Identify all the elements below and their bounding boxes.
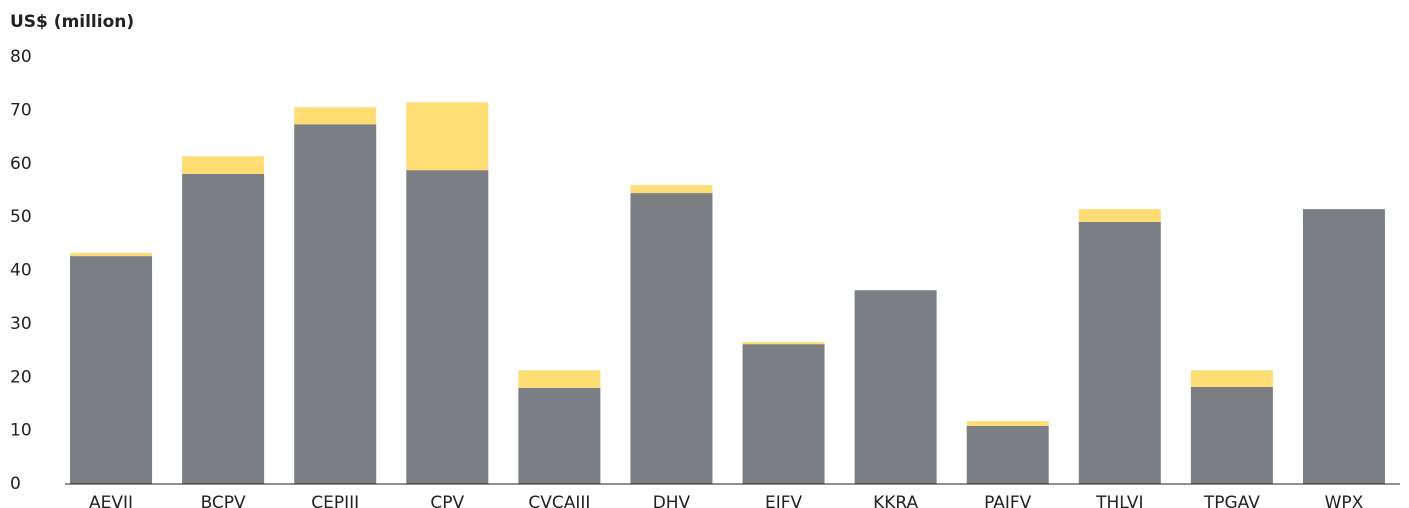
x-tick-label: EIFV xyxy=(765,493,803,508)
bar-segment xyxy=(70,252,153,257)
y-tick-label: 30 xyxy=(10,314,32,334)
bar-segment xyxy=(1190,386,1273,484)
x-tick-label: KKRA xyxy=(873,493,918,508)
bar-segment xyxy=(1302,209,1385,484)
bar-segment xyxy=(742,344,825,484)
bar-segment xyxy=(518,387,601,484)
x-tick-label: TPGAV xyxy=(1203,493,1260,508)
y-tick-label: 0 xyxy=(10,474,21,494)
bar-segment xyxy=(406,102,489,171)
bar-segment xyxy=(630,193,713,484)
x-tick-label: PAIFV xyxy=(984,493,1032,508)
bar-segment xyxy=(966,421,1049,426)
bar-segment xyxy=(70,256,153,484)
x-tick-label: THLVI xyxy=(1095,493,1143,508)
bar-segment xyxy=(1078,209,1161,222)
bar-segment xyxy=(182,173,265,485)
bar-segment xyxy=(742,342,825,345)
bar-segment xyxy=(294,107,377,125)
x-tick-label: CVCAIII xyxy=(528,493,590,508)
bar-segment xyxy=(294,124,377,484)
bar-segment xyxy=(182,156,265,174)
bar-segment xyxy=(966,425,1049,484)
y-tick-label: 60 xyxy=(10,154,32,174)
y-tick-label: 20 xyxy=(10,367,32,387)
x-tick-label: CEPIII xyxy=(311,493,359,508)
y-tick-label: 10 xyxy=(10,421,32,441)
bar-segment xyxy=(406,170,489,484)
x-tick-label: BCPV xyxy=(201,493,246,508)
bar-segment xyxy=(518,370,601,388)
bar-segment xyxy=(854,290,937,484)
y-tick-label: 80 xyxy=(10,47,32,67)
bar-segment xyxy=(1078,221,1161,484)
x-tick-label: AEVII xyxy=(89,493,133,508)
bar-segment xyxy=(630,185,713,194)
bar-segment xyxy=(1190,370,1273,387)
y-tick-label: 70 xyxy=(10,100,32,120)
y-axis-label: US$ (million) xyxy=(10,12,134,32)
x-tick-label: WPX xyxy=(1325,493,1364,508)
x-tick-label: DHV xyxy=(653,493,691,508)
y-tick-label: 40 xyxy=(10,261,32,281)
y-tick-label: 50 xyxy=(10,207,32,227)
x-tick-label: CPV xyxy=(430,493,464,508)
